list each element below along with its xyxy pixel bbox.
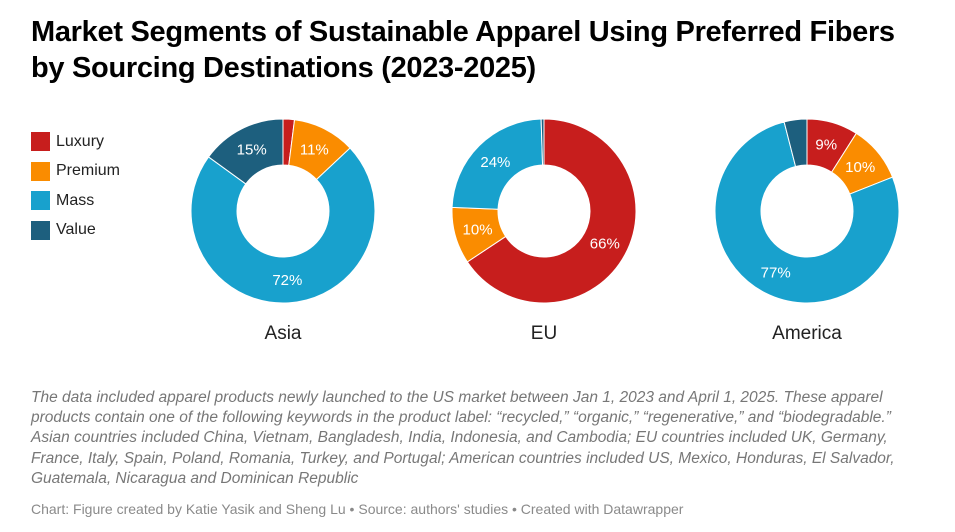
legend-item-mass: Mass: [31, 186, 120, 216]
legend-item-premium: Premium: [31, 157, 120, 187]
data-label-asia-mass: 72%: [272, 272, 302, 289]
donut-title-asia: Asia: [265, 323, 302, 344]
chart-title: Market Segments of Sustainable Apparel U…: [31, 16, 895, 84]
legend-label-premium: Premium: [56, 162, 121, 180]
legend: Luxury Premium Mass Value: [31, 127, 120, 245]
data-label-america-mass: 77%: [761, 264, 791, 281]
legend-swatch-luxury: [31, 132, 50, 152]
slice-eu-luxury: [466, 118, 637, 304]
slice-america-value: [783, 118, 808, 168]
slice-america-mass: [714, 121, 900, 304]
donut-eu: 66% 10% 24% EU: [451, 118, 637, 344]
legend-label-luxury: Luxury: [56, 132, 105, 150]
chart-footer: Chart: Figure created by Katie Yasik and…: [31, 501, 684, 517]
data-label-eu-premium: 10%: [463, 222, 493, 239]
legend-label-value: Value: [56, 221, 96, 239]
data-label-america-luxury: 9%: [815, 137, 837, 154]
slice-asia-mass: [190, 147, 376, 304]
donut-america: 9% 10% 77% America: [714, 118, 900, 344]
legend-swatch-premium: [31, 161, 50, 181]
legend-label-mass: Mass: [56, 191, 95, 209]
donut-title-america: America: [772, 323, 842, 344]
data-label-eu-mass: 24%: [480, 154, 510, 171]
donut-charts: 11% 72% 15% Asia 66% 10% 24% EU 9% 10% 77% America: [190, 118, 900, 344]
donut-asia: 11% 72% 15% Asia: [190, 118, 376, 344]
donut-title-eu: EU: [531, 323, 557, 344]
slice-asia-value: [207, 118, 284, 185]
legend-item-value: Value: [31, 216, 120, 246]
legend-swatch-value: [31, 220, 50, 240]
legend-swatch-mass: [31, 191, 50, 211]
data-label-america-premium: 10%: [845, 159, 875, 176]
slice-eu-mass: [451, 118, 544, 210]
data-label-asia-value: 15%: [237, 142, 267, 159]
data-label-eu-luxury: 66%: [590, 236, 620, 253]
legend-item-luxury: Luxury: [31, 127, 120, 157]
data-label-asia-premium: 11%: [300, 142, 329, 159]
slice-eu-value: [540, 118, 545, 166]
chart-note: The data included apparel products newly…: [31, 389, 895, 487]
